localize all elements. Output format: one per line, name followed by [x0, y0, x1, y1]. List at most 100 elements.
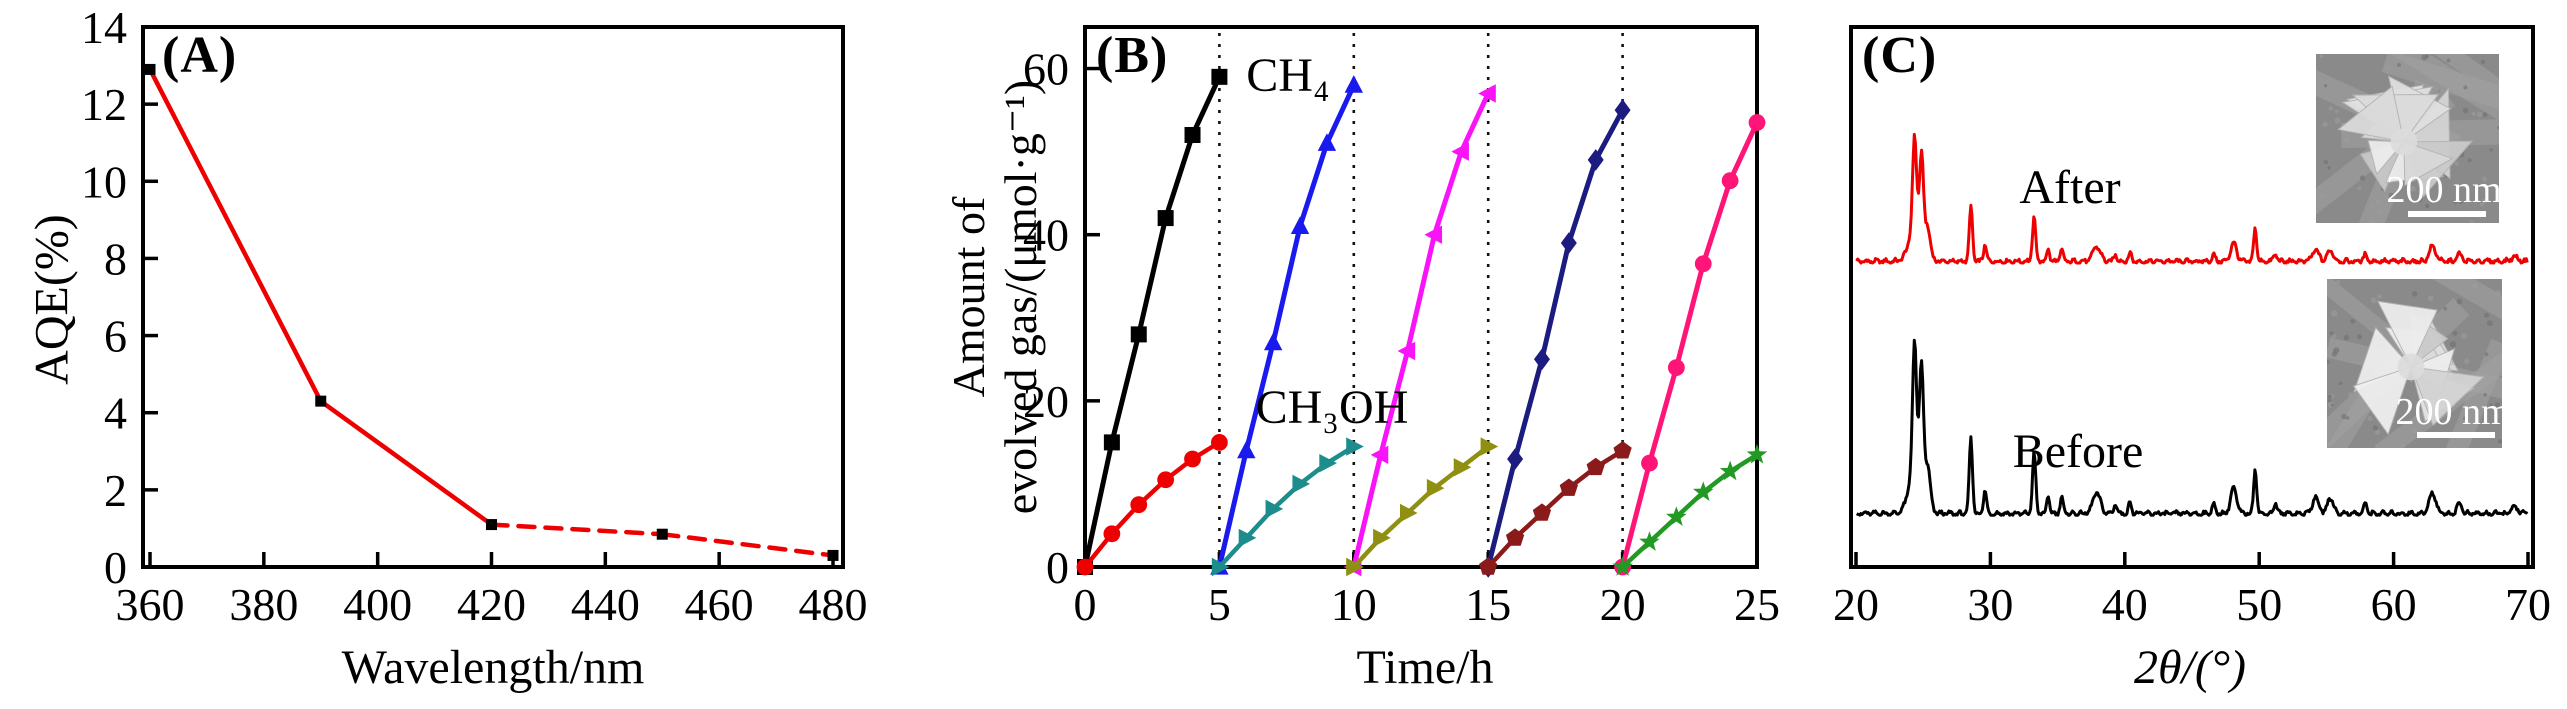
data-point-marker — [1263, 332, 1283, 351]
data-point-marker — [1587, 149, 1604, 171]
sem-speckle — [2484, 352, 2489, 357]
sem-speckle — [2318, 185, 2322, 190]
sem-speckle — [2489, 147, 2493, 152]
data-point-marker — [1746, 444, 1768, 464]
sem-speckle — [2374, 429, 2381, 436]
y-tick-label: 6 — [104, 311, 127, 362]
series-ch3oh-cycle-2 — [1211, 437, 1364, 577]
x-tick-label: 40 — [2102, 579, 2148, 630]
y-tick-label: 8 — [104, 233, 127, 284]
data-point-marker — [1612, 556, 1633, 576]
data-point-marker — [1184, 450, 1201, 468]
sem-speckle — [2469, 220, 2474, 223]
sem-speckle — [2481, 198, 2487, 204]
panel-a-x-axis-title: Wavelength/nm — [341, 641, 645, 694]
sem-petal — [2352, 366, 2412, 436]
sem-speckle — [2323, 84, 2328, 88]
data-point-marker — [1694, 255, 1712, 273]
panel-b-y-axis-title: Amount of evolved gas/(μmol·g⁻¹) — [943, 0, 1047, 597]
sem-speckle — [2471, 111, 2476, 116]
sem-speckle — [2483, 392, 2487, 397]
data-point-marker — [1748, 114, 1766, 131]
x-tick-label: 70 — [2505, 579, 2551, 630]
series-ch3oh-cycle-5 — [1612, 444, 1768, 576]
sem-speckle — [2348, 392, 2353, 397]
series-segment — [489, 522, 665, 537]
data-point-marker — [1533, 348, 1550, 371]
data-point-marker — [1613, 441, 1632, 459]
panel-c-letter: (C) — [1862, 27, 1938, 84]
y-tick-label: 20 — [1023, 376, 1069, 427]
y-tick-label: 40 — [1023, 210, 1069, 261]
data-point-marker — [827, 549, 839, 561]
annotation-ch3oh: CH₃OH — [1255, 381, 1409, 434]
data-point-marker — [1238, 528, 1257, 548]
sem-speckle — [2329, 331, 2334, 336]
annotation-after: After — [2019, 161, 2121, 214]
sem-speckle — [2370, 297, 2377, 304]
sem-flower-core — [2390, 128, 2418, 156]
series-ch4-cycle-4 — [1480, 99, 1631, 578]
sem-inset-before-content — [2327, 279, 2502, 448]
sem-rod — [2393, 54, 2499, 141]
x-tick-label: 380 — [229, 579, 298, 630]
data-point-marker — [144, 63, 156, 75]
data-point-marker — [1507, 448, 1524, 470]
data-point-marker — [1130, 326, 1147, 343]
sem-speckle — [2385, 64, 2392, 71]
sem-speckle — [2386, 184, 2392, 189]
sem-speckle — [2453, 200, 2458, 205]
sem-speckle — [2479, 202, 2484, 207]
data-point-marker — [1505, 528, 1525, 546]
sem-speckle — [2357, 186, 2362, 190]
data-point-marker — [1103, 434, 1120, 451]
sem-speckle — [2483, 312, 2490, 318]
sem-petal — [2376, 300, 2438, 369]
sem-before-scale-bar — [2417, 432, 2495, 438]
series-segment — [318, 398, 494, 527]
sem-speckle — [2495, 290, 2502, 297]
x-tick-label: 20 — [1600, 579, 1646, 630]
series-segment — [1163, 132, 1196, 221]
panel-b-y-axis-title-line2: evolved gas/(μmol·g⁻¹) — [995, 79, 1046, 515]
x-tick-label: 60 — [2371, 579, 2417, 630]
x-tick-label: 50 — [2236, 579, 2282, 630]
sem-speckle — [2427, 295, 2434, 302]
series-segment — [1727, 120, 1760, 184]
data-point-marker — [1478, 84, 1496, 103]
sem-after-scale-label: 200 nm — [2386, 169, 2502, 211]
sem-speckle — [2327, 165, 2331, 170]
series-segment — [1351, 452, 1384, 570]
series-segment — [1485, 456, 1518, 570]
sem-speckle — [2323, 160, 2329, 165]
sem-speckle — [2367, 415, 2373, 421]
sem-after-scale-bar — [2408, 211, 2486, 217]
data-point-marker — [1719, 460, 1741, 481]
sem-petal — [2410, 366, 2485, 426]
sem-speckle — [2467, 158, 2472, 163]
series-segment — [1700, 178, 1733, 267]
sem-speckle — [2343, 137, 2350, 144]
series-ch4-cycle-3 — [1343, 84, 1496, 577]
sem-speckle — [2424, 54, 2430, 59]
y-tick-label: 0 — [1046, 542, 1069, 593]
sem-speckle — [2482, 112, 2488, 118]
annotation-ch4: CH₄ — [1246, 49, 1330, 102]
sem-speckle — [2497, 103, 2499, 108]
sem-speckle — [2443, 306, 2448, 311]
sem-speckle — [2331, 351, 2338, 357]
series-segment — [1431, 149, 1464, 238]
sem-inset-after — [2316, 54, 2499, 223]
data-point-marker — [1559, 478, 1578, 496]
data-point-marker — [1157, 471, 1175, 489]
sem-speckle — [2320, 193, 2325, 198]
panel-a-letter: (A) — [162, 27, 238, 84]
series-segment — [1673, 261, 1706, 371]
x-tick-label: 480 — [799, 579, 868, 630]
data-point-marker — [1373, 528, 1391, 548]
sem-speckle — [2335, 109, 2339, 114]
data-point-marker — [1317, 133, 1337, 151]
data-point-marker — [1130, 496, 1148, 514]
